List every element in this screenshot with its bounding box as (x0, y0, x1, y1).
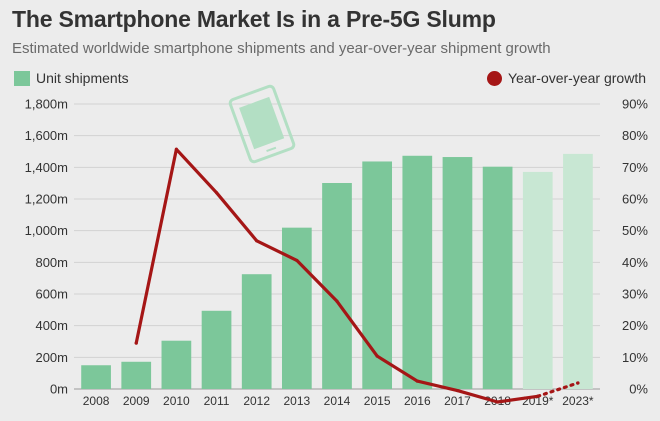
growth-point (496, 400, 500, 404)
growth-point (455, 388, 460, 393)
bar (563, 153, 593, 389)
right-axis-tick-label: 80% (622, 128, 648, 143)
left-axis-tick-label: 600m (35, 287, 68, 302)
right-axis-tick-label: 0% (629, 382, 648, 397)
right-axis-tick-label: 90% (622, 97, 648, 112)
x-axis-tick-label: 2012 (243, 394, 270, 408)
legend-bar-label: Unit shipments (36, 70, 129, 86)
x-axis-tick-label: 2011 (204, 394, 230, 408)
left-axis-tick-label: 1,800m (25, 97, 68, 112)
legend-bars: Unit shipments (14, 70, 129, 86)
growth-line-forecast (536, 381, 580, 398)
right-axis-ticks: 0% 10% 20% 30% 40% 50% 60% 70% 80% 90% (622, 97, 648, 397)
growth-point (255, 239, 259, 243)
growth-point (415, 379, 419, 383)
left-axis-tick-label: 1,000m (25, 223, 68, 238)
smartphone-icon (228, 84, 296, 164)
left-axis-ticks: 0m 200m 400m 600m 800m 1,000m 1,200m 1,400m 1,60… (25, 97, 68, 397)
bar (161, 340, 192, 389)
bar (81, 365, 111, 389)
right-axis-tick-label: 30% (622, 287, 648, 302)
bar (402, 155, 433, 389)
left-axis-tick-label: 1,600m (25, 128, 68, 143)
left-axis-tick-label: 0m (50, 382, 68, 397)
chart-title: The Smartphone Market Is in a Pre-5G Slu… (12, 6, 496, 32)
chart-subtitle: Estimated worldwide smartphone shipments… (12, 40, 551, 57)
bar (241, 274, 272, 389)
x-axis-tick-label: 2017 (444, 394, 471, 408)
left-axis-tick-label: 1,200m (25, 192, 68, 207)
bar (281, 227, 312, 389)
x-axis-tick-label: 2016 (404, 394, 431, 408)
bar (201, 310, 232, 389)
growth-point (295, 258, 299, 263)
phone-screen (239, 96, 285, 150)
growth-line-series (134, 147, 580, 404)
x-axis-tick-label: 2015 (364, 394, 391, 408)
left-axis-tick-label: 800m (35, 255, 68, 270)
bar-series (81, 153, 593, 389)
x-axis-tick-label: 2009 (123, 394, 150, 408)
phone-button (266, 146, 277, 153)
left-axis-tick-label: 1,400m (25, 160, 68, 175)
left-axis-tick-label: 200m (35, 350, 68, 365)
bar (482, 166, 513, 389)
legend-bar-swatch (14, 70, 30, 86)
legend-line-swatch (487, 70, 502, 86)
bar (522, 171, 553, 389)
growth-point (576, 381, 580, 385)
right-axis-tick-label: 60% (622, 192, 648, 207)
bar (442, 157, 473, 389)
x-axis-ticks: 2008 2009 2010 2011 2012 2013 2014 2015 2016 2017… (83, 394, 594, 408)
bar (322, 183, 352, 389)
bar (362, 161, 393, 389)
right-axis-tick-label: 70% (622, 160, 648, 175)
growth-point (536, 394, 540, 398)
growth-point (214, 191, 219, 195)
right-axis-tick-label: 20% (622, 318, 648, 333)
x-axis-tick-label: 2013 (283, 394, 310, 408)
x-axis-tick-label: 2014 (324, 394, 351, 408)
x-axis-tick-label: 2008 (83, 394, 110, 408)
right-axis-tick-label: 40% (622, 255, 648, 270)
smartphone-icon-shape (228, 84, 296, 164)
x-axis-tick-label: 2023* (562, 394, 594, 408)
growth-point (335, 299, 339, 303)
legend-line: Year-over-year growth (487, 70, 646, 86)
left-axis-tick-label: 400m (35, 318, 68, 333)
bar (121, 361, 152, 389)
growth-point (134, 341, 138, 345)
right-axis-tick-label: 10% (622, 350, 648, 365)
growth-point (375, 354, 379, 358)
x-axis-tick-label: 2010 (163, 394, 190, 408)
legend-line-label: Year-over-year growth (508, 70, 646, 86)
right-axis-tick-label: 50% (622, 223, 648, 238)
phone-frame (228, 84, 296, 164)
growth-point (174, 147, 178, 151)
